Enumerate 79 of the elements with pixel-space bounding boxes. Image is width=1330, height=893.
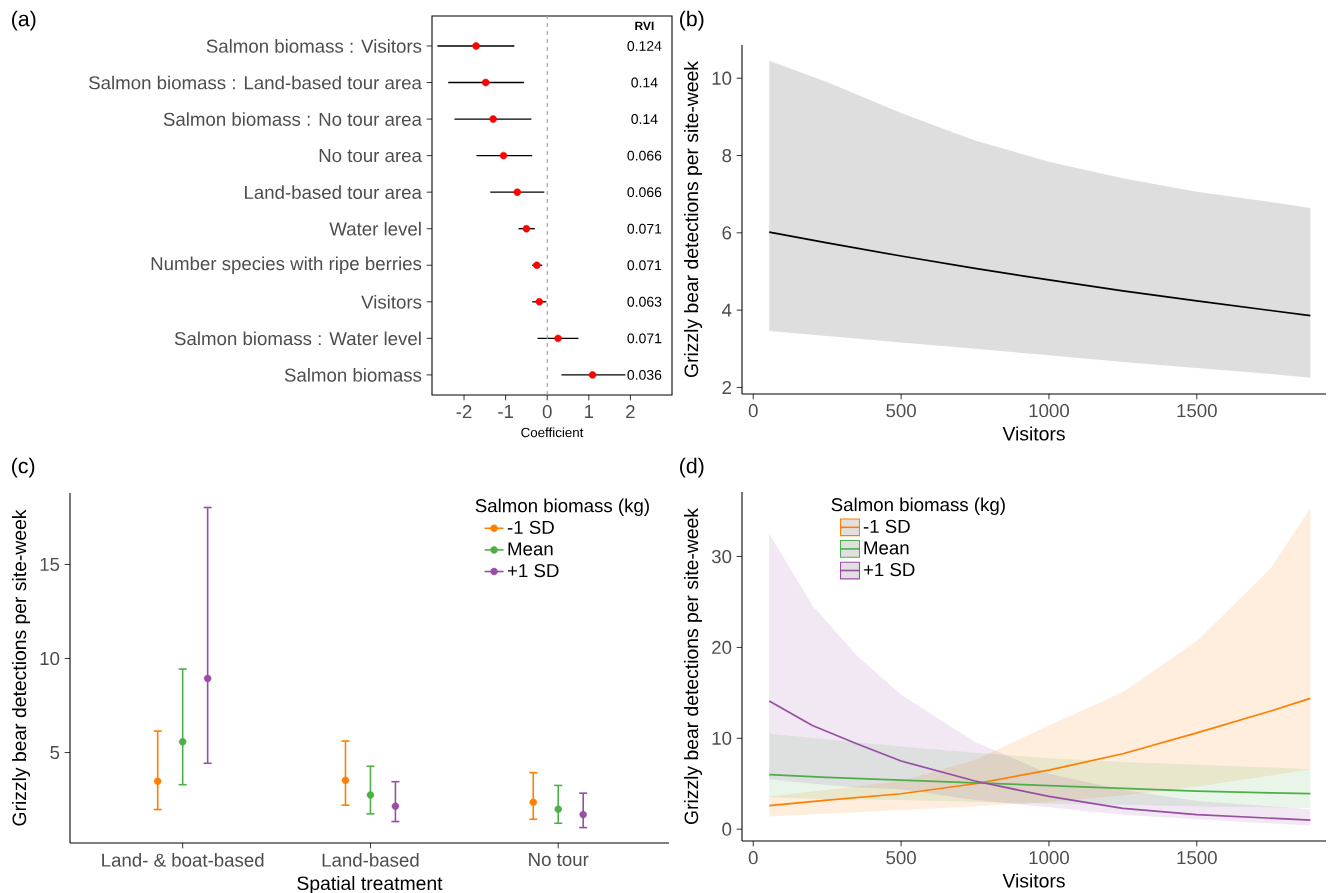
y-tick-label: Land-based tour area	[244, 185, 422, 200]
annotation: 0.066	[627, 150, 662, 161]
legend-label: -1 SD	[863, 519, 910, 534]
point	[513, 188, 522, 196]
y-axis-title: Grizzly bear detections per site-week	[12, 509, 31, 826]
y-tick-label: 6	[722, 226, 732, 240]
x-axis-title: Visitors	[1002, 873, 1065, 888]
y-tick-label: 10	[40, 651, 60, 666]
annotation: 0.071	[627, 223, 662, 234]
y-tick-label: 15	[40, 557, 60, 571]
y-tick-label: 20	[712, 640, 732, 655]
x-tick-label: Land-based	[322, 853, 419, 867]
chart-title: (c)	[12, 457, 35, 478]
y-tick-label: Salmon biomass : Land-based tour area	[89, 75, 422, 90]
y-axis-title: Grizzly bear detections per site-week	[684, 61, 703, 377]
y-tick-label: 2	[722, 380, 732, 394]
x-tick-label: 1000	[1029, 404, 1069, 418]
text: (a)	[12, 10, 36, 31]
annotation: 0.071	[627, 333, 662, 344]
y-tick-label: 10	[712, 71, 732, 85]
point	[489, 115, 497, 123]
x-tick-label: 0	[542, 405, 552, 419]
y-tick-label: 30	[711, 549, 732, 564]
line-series	[768, 773, 1312, 795]
x-tick-label: -2	[456, 405, 472, 419]
y-tick-label: Salmon biomass : Visitors	[206, 39, 422, 53]
annotation: 0.14	[631, 114, 658, 125]
x-tick-label: -1	[498, 405, 514, 418]
x-tick-label: 1	[585, 405, 594, 418]
x-tick-label: 1000	[1029, 851, 1069, 865]
x-axis-title: Spatial treatment	[297, 875, 443, 893]
annotation: RVI	[635, 21, 654, 30]
point	[554, 334, 562, 343]
legend-label: -1 SD	[507, 520, 554, 535]
annotation: 0.036	[627, 369, 662, 380]
y-tick-label: 4	[722, 303, 732, 317]
y-tick-label: Salmon biomass : No tour area	[163, 112, 422, 126]
line-series	[768, 231, 1312, 317]
legend-label: Mean	[508, 542, 553, 556]
x-tick-label: 500	[886, 851, 916, 865]
annotation: 0.14	[631, 77, 658, 88]
annotation: 0.071	[627, 260, 662, 271]
y-tick-label: Salmon biomass	[284, 368, 422, 382]
point	[499, 151, 508, 160]
point	[481, 78, 490, 87]
y-tick-label: Number species with ripe berries	[151, 256, 422, 274]
x-tick-label: 500	[886, 404, 916, 418]
y-tick-label: 5	[50, 746, 60, 760]
point	[588, 371, 597, 379]
point	[535, 298, 544, 306]
legend-label: +1 SD	[863, 562, 915, 577]
y-tick-label: Salmon biomass : Water level	[174, 331, 421, 346]
y-tick-label: Visitors	[361, 294, 422, 309]
y-tick-label: No tour area	[319, 149, 422, 163]
y-tick-label: 10	[712, 731, 732, 745]
x-tick-label: 0	[748, 851, 758, 865]
x-tick-label: No tour	[529, 853, 589, 867]
legend-title: Salmon biomass (kg)	[831, 497, 1005, 515]
x-tick-label: 2	[626, 405, 635, 419]
legend-label: +1 SD	[507, 563, 559, 578]
y-tick-label: 0	[722, 822, 732, 836]
annotation: 0.063	[627, 296, 662, 307]
point	[522, 224, 531, 233]
chart-title: (b)	[680, 10, 704, 31]
x-axis-title: Visitors	[1002, 426, 1065, 441]
chart-title: (d)	[680, 457, 704, 478]
x-tick-label: 1500	[1177, 851, 1217, 865]
x-tick-label: Land- & boat-based	[102, 853, 264, 867]
annotation: 0.124	[627, 41, 662, 51]
x-axis-title: Coefficient	[521, 427, 584, 438]
legend-title: Salmon biomass (kg)	[475, 498, 649, 516]
x-tick-label: 1500	[1177, 404, 1217, 418]
y-tick-label: 8	[722, 148, 732, 163]
point	[472, 42, 480, 50]
annotation: 0.066	[627, 187, 662, 198]
y-tick-label: Water level	[329, 221, 421, 236]
x-tick-label: 0	[748, 404, 758, 418]
y-axis-title: Grizzly bear detections per site-week	[684, 508, 703, 825]
legend-label: Mean	[864, 541, 909, 555]
